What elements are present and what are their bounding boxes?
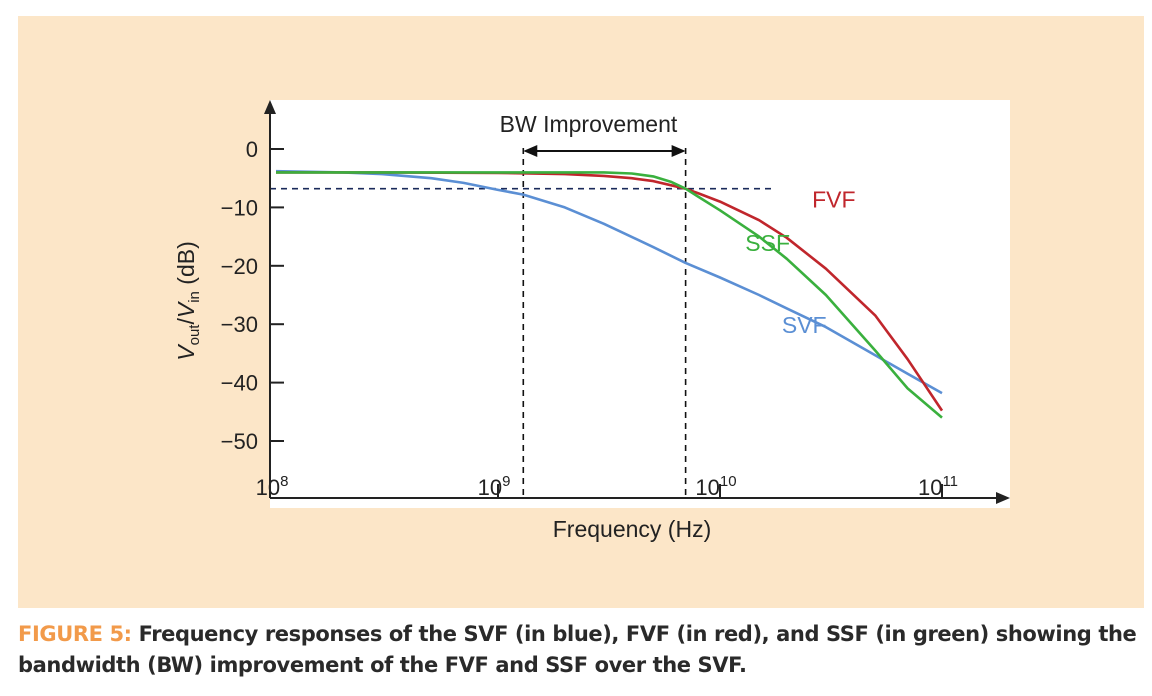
x-axis-label: Frequency (Hz) [553, 516, 711, 542]
ticks: 0 −10 −20 −30 −40 −50 108 109 1010 1011 [221, 137, 958, 500]
caption-label: FIGURE 5: [18, 622, 132, 646]
y-label-v: V [173, 343, 199, 361]
y-tick-label: −50 [221, 429, 258, 454]
figure-caption: FIGURE 5: Frequency responses of the SVF… [18, 619, 1138, 681]
y-tick-label: −30 [221, 312, 258, 337]
y-label-slash: / [173, 318, 199, 325]
annotations: BW Improvement FVF SSF SVF [500, 111, 856, 338]
y-tick-label: −20 [221, 254, 258, 279]
x-tick-label: 108 [256, 473, 289, 500]
reference-lines [270, 148, 772, 498]
x-tick-label: 1010 [695, 473, 736, 500]
frequency-response-chart: 0 −10 −20 −30 −40 −50 108 109 1010 1011 BW Improv… [173, 100, 1010, 542]
bw-arrowhead-right [671, 145, 686, 157]
y-label-unit: (dB) [173, 241, 199, 291]
x-axis-arrowhead [996, 492, 1010, 504]
series-lines [275, 169, 944, 419]
axes [264, 100, 1010, 504]
series-label-svf: SVF [782, 312, 827, 338]
series-label-fvf: FVF [812, 186, 855, 212]
series-ssf-line [276, 171, 943, 419]
y-axis-label: Vout/Vin (dB) [173, 241, 203, 360]
x-tick-label: 109 [478, 473, 511, 500]
y-label-in: in [186, 291, 203, 303]
bw-improvement-label: BW Improvement [500, 111, 678, 137]
series-svf-line [275, 169, 943, 395]
y-label-out: out [186, 324, 203, 346]
y-axis-arrowhead [264, 100, 276, 114]
bw-arrowhead-left [523, 145, 538, 157]
y-label-v2: V [173, 300, 199, 318]
figure-panel: 0 −10 −20 −30 −40 −50 108 109 1010 1011 BW Improv… [18, 16, 1144, 608]
caption-text: Frequency responses of the SVF (in blue)… [18, 622, 1137, 677]
plot-background [270, 100, 1010, 508]
y-tick-label: −10 [221, 195, 258, 220]
x-tick-label: 1011 [918, 473, 958, 500]
y-tick-label: −40 [221, 371, 258, 396]
series-label-ssf: SSF [745, 230, 790, 256]
y-tick-label: 0 [246, 137, 258, 162]
